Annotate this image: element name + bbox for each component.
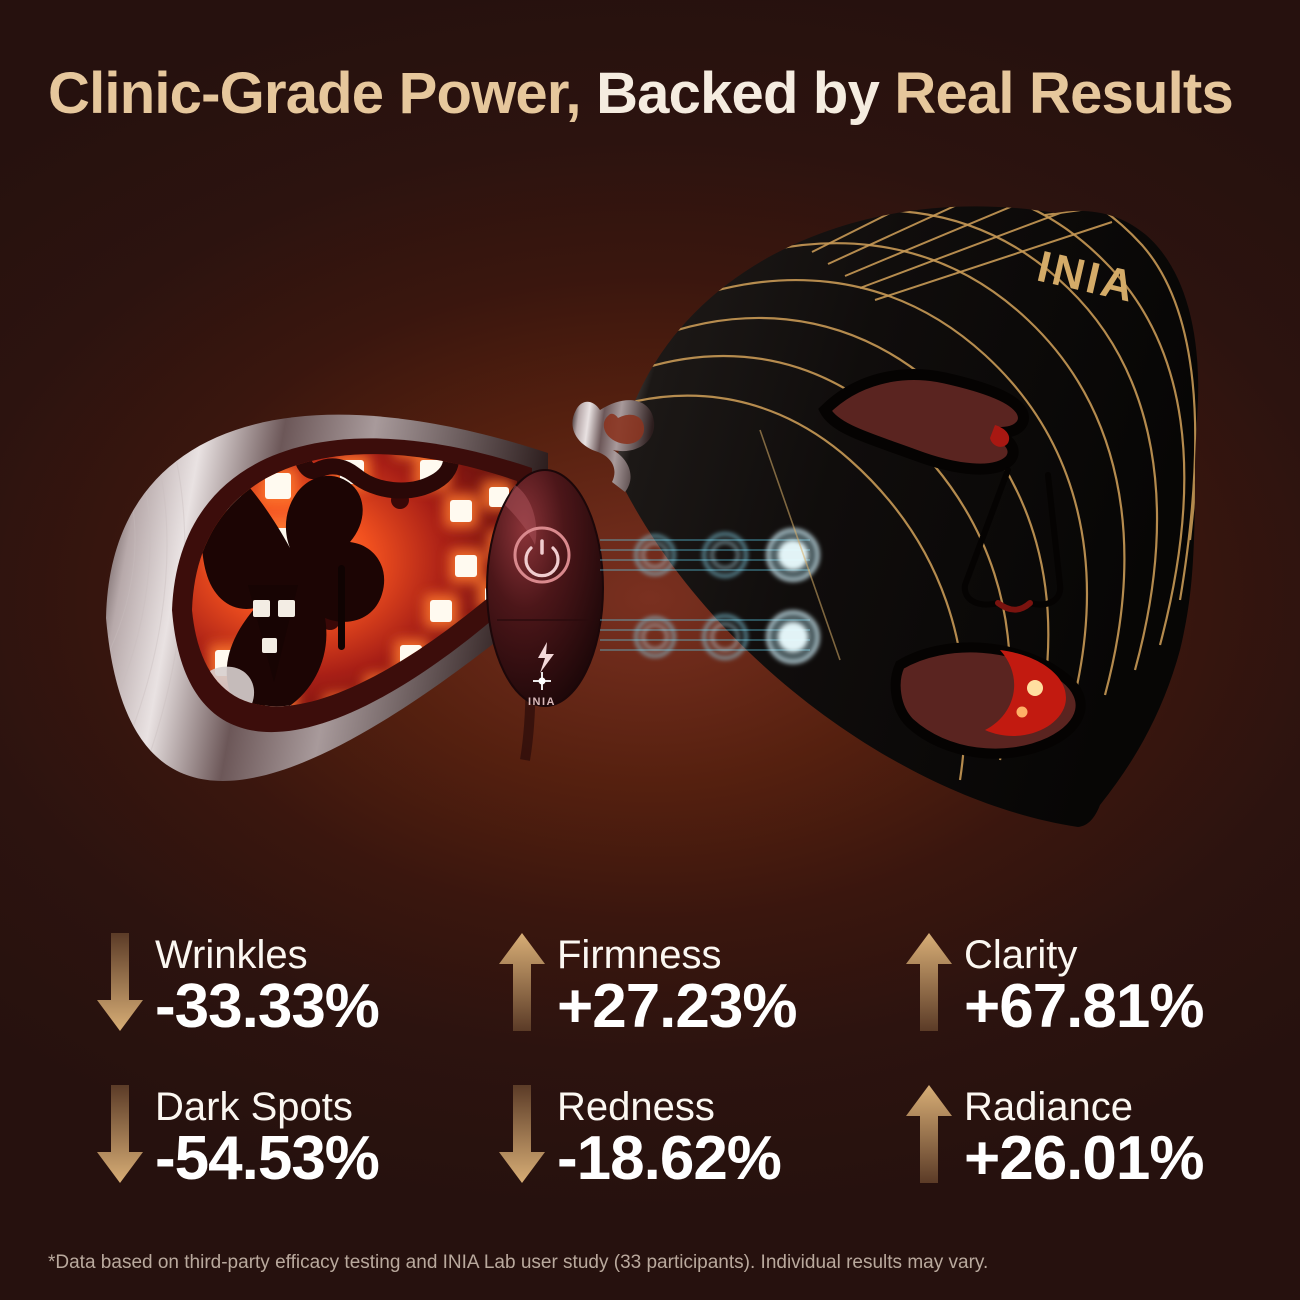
svg-text:INIA: INIA: [528, 696, 556, 708]
